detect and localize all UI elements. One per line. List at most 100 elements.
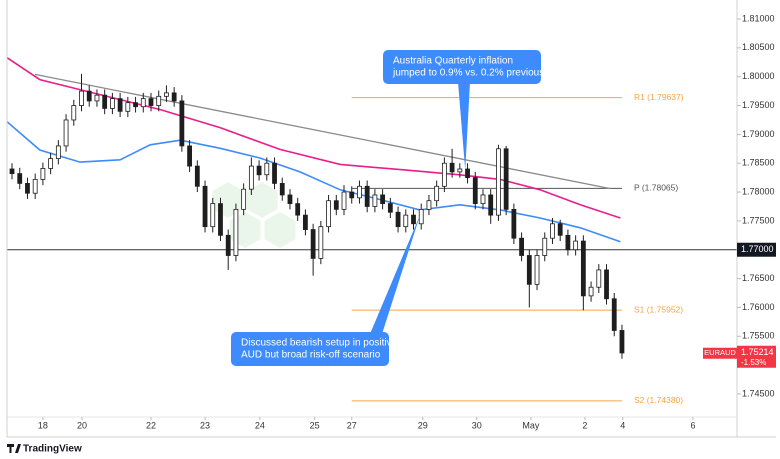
x-tick-label: 29 bbox=[418, 420, 428, 430]
candle-body bbox=[511, 208, 517, 239]
candle-body bbox=[596, 269, 602, 288]
candle-body bbox=[295, 203, 301, 216]
candle-body bbox=[17, 173, 23, 184]
price-label: 1.75214 bbox=[741, 347, 774, 357]
x-tick-label: 2 bbox=[582, 420, 587, 430]
candle-body bbox=[264, 162, 270, 176]
x-tick-label: 4 bbox=[620, 420, 625, 430]
candle-body bbox=[557, 223, 563, 236]
candle-body bbox=[48, 158, 54, 169]
candle-body bbox=[619, 330, 625, 354]
candle-body bbox=[79, 90, 84, 106]
candle-body bbox=[32, 178, 38, 194]
y-tick-label: 1.77500 bbox=[742, 215, 775, 225]
candle-body bbox=[418, 208, 424, 225]
candle-body bbox=[411, 214, 416, 225]
y-tick-label: 1.78500 bbox=[742, 158, 775, 168]
candle-body bbox=[272, 162, 277, 184]
candle-body bbox=[349, 191, 355, 199]
x-tick-label: 22 bbox=[146, 420, 156, 430]
candle-body bbox=[233, 208, 239, 256]
annotation-text: Discussed bearish setup in positive bbox=[241, 338, 398, 349]
candle-body bbox=[565, 234, 571, 251]
candle-body bbox=[341, 191, 347, 210]
candle-body bbox=[194, 165, 200, 187]
annotation-text: jumped to 0.9% vs. 0.2% previous bbox=[392, 68, 544, 79]
candle-body bbox=[357, 185, 362, 199]
brand-logo: TradingView bbox=[7, 444, 82, 455]
candle-body bbox=[148, 98, 154, 106]
candle-body bbox=[303, 214, 308, 230]
candle-body bbox=[472, 177, 478, 204]
candle-body bbox=[604, 269, 609, 300]
y-tick-label: 1.78000 bbox=[742, 186, 775, 196]
candle-body bbox=[611, 298, 617, 331]
candle-body bbox=[580, 240, 586, 297]
symbol-box bbox=[703, 347, 737, 359]
candle-body bbox=[333, 200, 339, 210]
candle-body bbox=[63, 119, 69, 147]
candle-body bbox=[210, 203, 216, 228]
candle-body bbox=[380, 194, 386, 204]
pivot-label: S2 (1.74380) bbox=[634, 395, 683, 405]
candle-body bbox=[109, 98, 115, 109]
y-tick-label: 1.81000 bbox=[742, 13, 775, 23]
candle-body bbox=[488, 194, 494, 216]
candle-body bbox=[71, 105, 77, 121]
y-tick-label: 1.76000 bbox=[742, 302, 775, 312]
y-tick-label: 1.74500 bbox=[742, 388, 775, 398]
candle-body bbox=[526, 255, 532, 285]
candle-body bbox=[279, 183, 285, 196]
candle-body bbox=[449, 162, 455, 173]
candle-body bbox=[480, 194, 486, 204]
candle-body bbox=[372, 194, 378, 207]
candle-body bbox=[395, 211, 401, 228]
candle-body bbox=[287, 194, 293, 204]
candle-body bbox=[117, 98, 123, 112]
candle-body bbox=[9, 168, 15, 175]
price-box bbox=[737, 345, 776, 368]
candle-body bbox=[426, 200, 432, 210]
candle-body bbox=[534, 255, 540, 285]
candle-body bbox=[225, 234, 231, 256]
candle-body bbox=[434, 185, 440, 202]
x-tick-label: 24 bbox=[255, 420, 265, 430]
y-tick-label: 1.75500 bbox=[742, 331, 775, 341]
candle-body bbox=[140, 98, 146, 108]
x-tick-label: 30 bbox=[472, 420, 482, 430]
candle-body bbox=[187, 145, 192, 167]
y-tick-label: 1.80000 bbox=[742, 71, 775, 81]
candle-body bbox=[40, 168, 46, 180]
candle-body bbox=[125, 102, 131, 112]
x-tick-label: 20 bbox=[77, 420, 87, 430]
x-tick-label: 23 bbox=[200, 420, 210, 430]
candle-body bbox=[387, 203, 393, 213]
candle-body bbox=[573, 240, 579, 251]
hline-label-box bbox=[737, 242, 776, 257]
pivot-label: R1 (1.79637) bbox=[634, 92, 684, 102]
candle-body bbox=[364, 185, 370, 207]
annotation-text: AUD but broad risk-off scenario bbox=[241, 350, 381, 361]
plot-area: R1 (1.79637) P (1.78065) S1 (1.75952) S2 (1… bbox=[6, 57, 737, 405]
candle-body bbox=[256, 165, 262, 176]
annotation-box bbox=[383, 50, 541, 84]
x-tick-label: 27 bbox=[347, 420, 357, 430]
x-tick-label: May bbox=[522, 420, 540, 430]
candle-body bbox=[218, 203, 223, 236]
brand-name: TradingView bbox=[23, 444, 82, 455]
y-tick-label: 1.80500 bbox=[742, 42, 775, 52]
candle-body bbox=[318, 226, 324, 259]
y-tick-label: 1.79000 bbox=[742, 129, 775, 139]
x-tick-label: 6 bbox=[690, 420, 695, 430]
candle-body bbox=[248, 165, 254, 190]
candle-body bbox=[457, 168, 463, 173]
pivot-label: P (1.78065) bbox=[634, 183, 678, 193]
annotation-box bbox=[231, 332, 389, 366]
candle-body bbox=[102, 94, 108, 109]
candle-body bbox=[588, 286, 594, 297]
symbol-label: EURAUD bbox=[704, 348, 736, 357]
logo-mark bbox=[7, 444, 21, 453]
watermark bbox=[264, 212, 296, 248]
